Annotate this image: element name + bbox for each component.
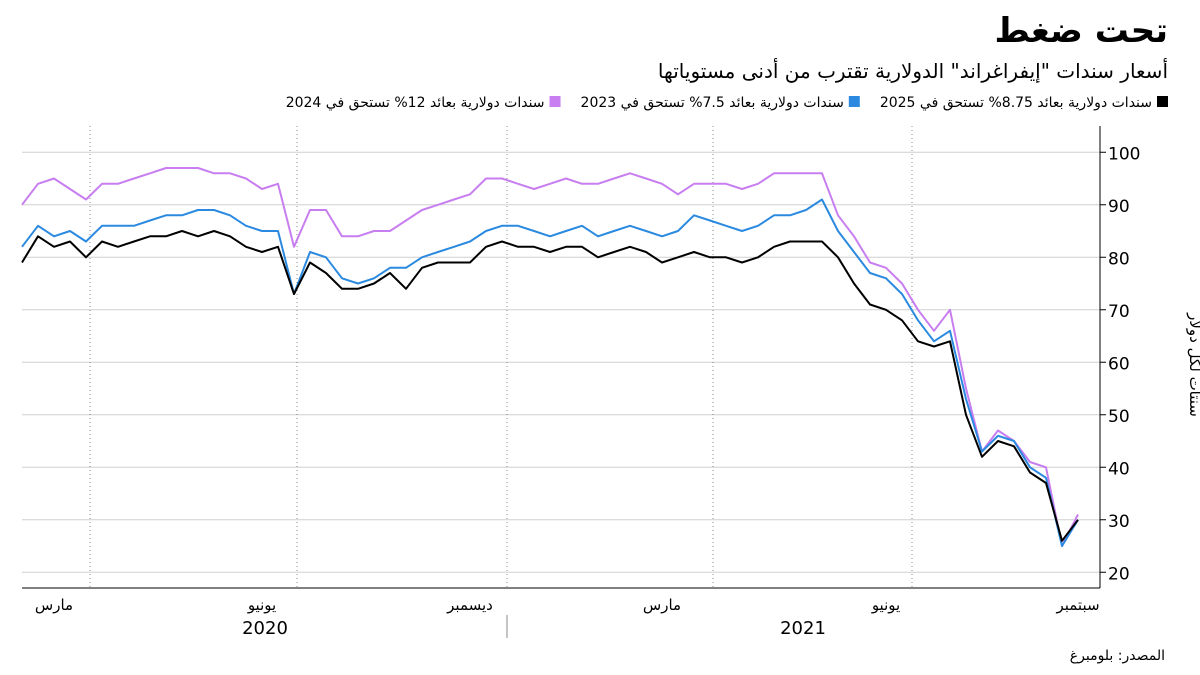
- y-tick-label: 80: [1108, 249, 1130, 269]
- legend-label: سندات دولارية بعائد 12% تستحق في 2024: [286, 95, 545, 111]
- y-tick-label: 90: [1108, 197, 1130, 217]
- y-tick-label: 100: [1108, 144, 1140, 164]
- x-tick-label: مارس: [35, 596, 73, 614]
- y-tick-label: 60: [1108, 354, 1130, 374]
- x-tick-label: سبتمبر: [1055, 596, 1099, 614]
- x-tick-label: يونيو: [247, 596, 276, 614]
- chart-title: تحت ضغط: [994, 11, 1168, 51]
- year-label: 2020: [242, 618, 288, 639]
- series-line: [21, 198, 1079, 547]
- x-tick-label: مارس: [643, 596, 681, 614]
- y-tick-label: 30: [1108, 512, 1130, 532]
- source: المصدر: بلومبرغ: [1070, 648, 1165, 664]
- plot: [21, 167, 1079, 547]
- legend-label: سندات دولارية بعائد 7.5% تستحق في 2023: [581, 95, 844, 111]
- legend-swatch: [1157, 96, 1168, 107]
- y-tick-label: 20: [1108, 564, 1130, 584]
- y-tick-label: 50: [1108, 407, 1130, 427]
- legend-swatch: [848, 96, 860, 107]
- y-tick-label: 40: [1108, 459, 1130, 479]
- legend-label: سندات دولارية بعائد 8.75% تستحق في 2025: [880, 95, 1152, 111]
- year-label: 2021: [780, 618, 826, 639]
- legend: سندات دولارية بعائد 8.75% تستحق في 2025 س…: [286, 95, 1168, 111]
- legend-swatch: [549, 96, 561, 107]
- grid: 20 30 40 50 60 70 80 90 100 مارس يونيو ديسمبر مارس يو…: [22, 144, 1140, 639]
- y-axis-label: سنتات لكل دولار: [1186, 312, 1200, 417]
- x-tick-label: ديسمبر: [446, 596, 493, 614]
- month-dividers: [89, 126, 913, 588]
- chart-subtitle: أسعار سندات "إيفراغراند" الدولارية تقترب…: [658, 58, 1168, 84]
- x-tick-label: يونيو: [871, 596, 900, 614]
- series-line: [21, 230, 1079, 542]
- series-line: [21, 167, 1079, 547]
- y-tick-label: 70: [1108, 302, 1130, 322]
